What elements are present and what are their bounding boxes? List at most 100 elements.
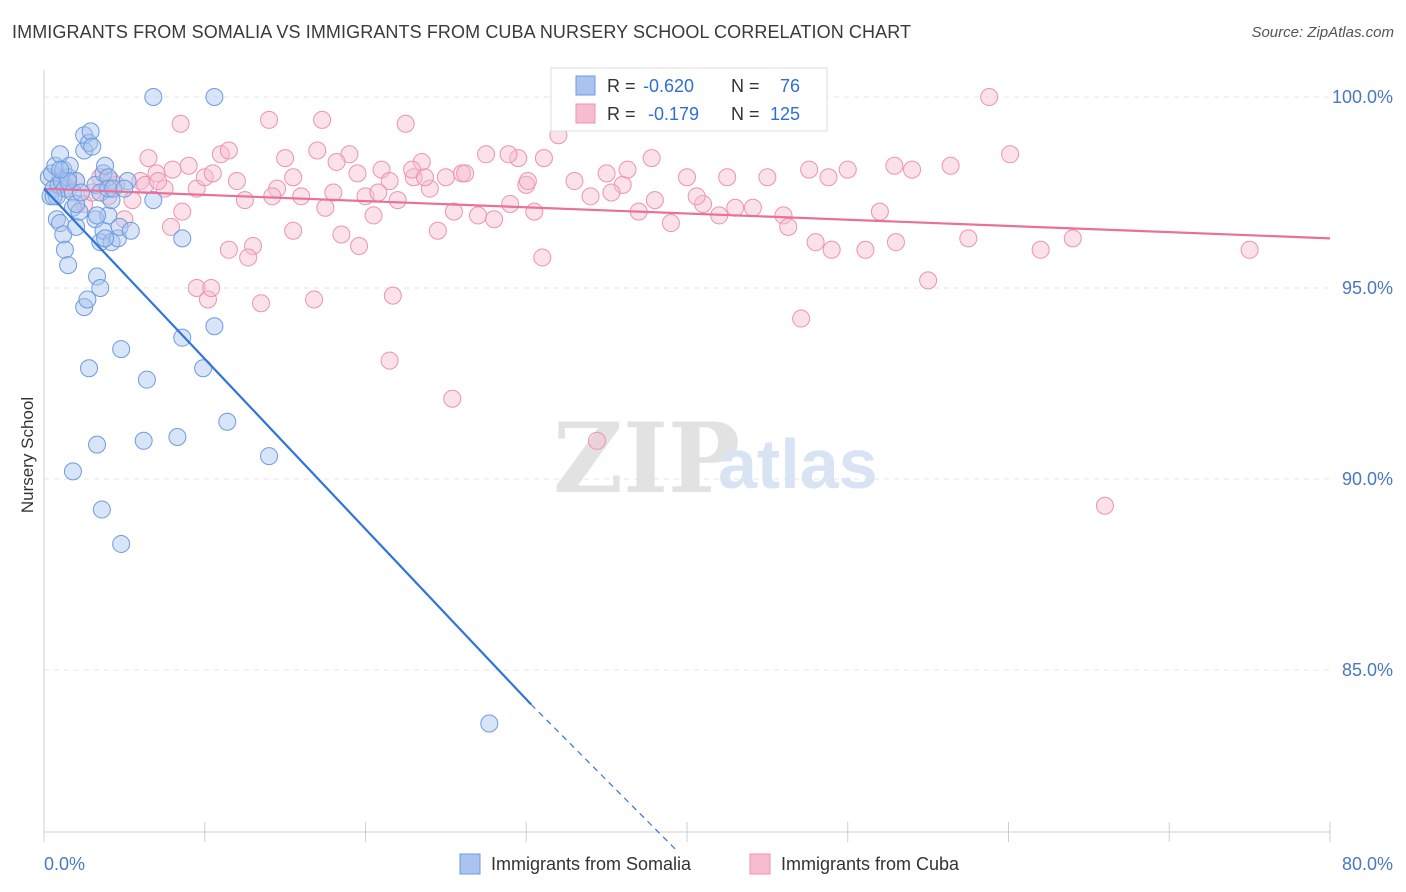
cuba-point [518, 172, 537, 191]
cuba-point [499, 145, 518, 164]
somalia-point [67, 217, 86, 236]
cuba-point [959, 229, 978, 248]
cuba-point [364, 206, 383, 225]
somalia-trend-line [43, 187, 532, 706]
somalia-n-value: 76 [780, 76, 800, 96]
cuba-point [477, 145, 496, 164]
cuba-point [587, 431, 606, 450]
somalia-point [260, 447, 279, 466]
somalia-r-label: R = [607, 76, 636, 96]
somalia-point [80, 359, 99, 378]
cuba-point [284, 221, 303, 240]
cuba-point [678, 168, 696, 187]
cuba-point [219, 240, 238, 259]
cuba-point [219, 141, 238, 160]
cuba-point [1095, 496, 1114, 515]
cuba-point [412, 152, 431, 171]
watermark-atlas: atlas [718, 425, 878, 503]
y-axis-tick-labels: 85.0% 90.0% 95.0% 100.0% [1332, 87, 1393, 680]
somalia-point [88, 206, 107, 225]
cuba-point [380, 351, 399, 370]
y-tick-label: 85.0% [1342, 660, 1393, 680]
cuba-point [350, 236, 369, 255]
cuba-point [822, 240, 841, 259]
cuba-point [1063, 229, 1082, 248]
somalia-point [173, 229, 192, 248]
somalia-point [218, 412, 237, 431]
somalia-point [91, 279, 110, 297]
cuba-point [800, 160, 819, 179]
somalia-point [144, 88, 163, 106]
cuba-point [779, 217, 798, 236]
y-tick-label: 100.0% [1332, 87, 1393, 107]
chart-title: IMMIGRANTS FROM SOMALIA VS IMMIGRANTS FR… [12, 22, 912, 42]
somalia-point [112, 340, 131, 359]
cuba-point [239, 248, 258, 267]
cuba-point [533, 248, 552, 267]
somalia-point [63, 462, 82, 481]
y-tick-label: 95.0% [1342, 278, 1393, 298]
cuba-point [388, 191, 407, 210]
y-tick-label: 90.0% [1342, 469, 1393, 489]
somalia-point [60, 156, 79, 175]
cuba-point [243, 236, 262, 255]
cuba-point [856, 240, 875, 259]
cuba-point [726, 198, 745, 217]
cuba-point [456, 164, 475, 183]
cuba-point [332, 225, 351, 244]
y-axis-title: Nursery School [18, 397, 37, 513]
cuba-n-value: 125 [770, 104, 800, 124]
cuba-point [327, 152, 346, 171]
cuba-point [469, 206, 488, 225]
cuba-point [308, 141, 327, 160]
cuba-point [501, 194, 520, 213]
somalia-point [134, 431, 153, 450]
cuba-point [980, 88, 999, 106]
watermark: ZIP atlas [553, 402, 878, 515]
cuba-point [618, 160, 637, 179]
somalia-r-value: -0.620 [643, 76, 694, 96]
cuba-point [886, 233, 905, 252]
somalia-point [99, 179, 118, 198]
cuba-point [443, 389, 462, 408]
cuba-point [774, 206, 793, 225]
somalia-point [59, 256, 78, 275]
somalia-points [39, 88, 499, 733]
cuba-point [534, 149, 553, 168]
somalia-point [173, 328, 192, 347]
watermark-zip: ZIP [553, 402, 740, 515]
somalia-point [92, 500, 111, 519]
cuba-point [292, 187, 311, 206]
cuba-point [202, 279, 221, 297]
cuba-point [743, 198, 762, 217]
somalia-point [110, 217, 129, 236]
cuba-point [718, 168, 737, 187]
cuba-point [369, 183, 388, 202]
cuba-point [485, 210, 504, 229]
cuba-stat-swatch [575, 103, 596, 124]
trend-lines [43, 187, 1331, 850]
cuba-point [198, 290, 217, 309]
x-axis-ticks [43, 822, 1331, 842]
cuba-point [687, 187, 706, 206]
cuba-point [1031, 240, 1050, 259]
somalia-point [112, 534, 131, 553]
cuba-point [581, 187, 600, 206]
stats-box-frame [550, 67, 828, 132]
somalia-n-label: N = [731, 76, 760, 96]
cuba-point [415, 168, 434, 187]
somalia-point [81, 122, 100, 141]
cuba-point [173, 202, 192, 221]
somalia-point [480, 714, 499, 733]
cuba-point [396, 114, 415, 133]
cuba-point [428, 221, 447, 240]
cuba-point [227, 172, 246, 191]
cuba-point [941, 156, 960, 175]
cuba-point [179, 156, 198, 175]
cuba-point [235, 191, 254, 210]
somalia-point [88, 435, 107, 454]
cuba-point [602, 183, 621, 202]
cuba-point [903, 160, 922, 179]
cuba-point [284, 168, 303, 187]
